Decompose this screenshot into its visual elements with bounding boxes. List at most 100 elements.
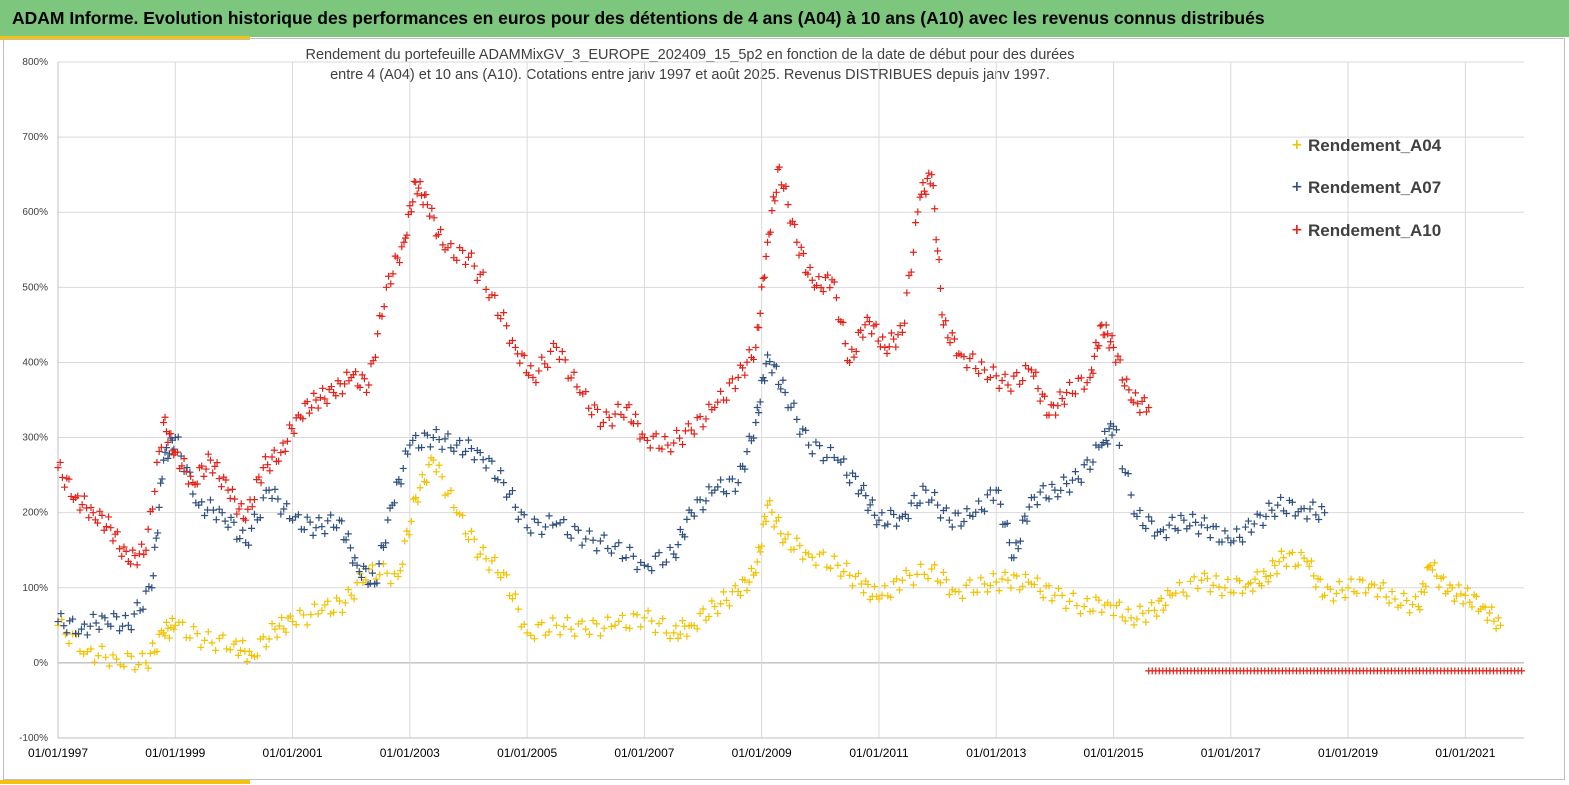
series-rendement-a07-point (777, 385, 785, 393)
series-rendement-a04-point (1073, 602, 1081, 610)
series-rendement-a04-point (1168, 591, 1176, 599)
series-rendement-a07-point (1233, 525, 1241, 533)
series-rendement-a10-point (211, 462, 219, 470)
series-rendement-a04-point (589, 617, 597, 625)
series-rendement-a10-point (54, 464, 62, 472)
series-rendement-a07-point (1118, 465, 1126, 473)
series-rendement-a10-point (228, 485, 236, 493)
series-rendement-a04-point (1162, 601, 1170, 609)
series-rendement-a04-point (142, 659, 150, 667)
series-rendement-a07-point (1127, 491, 1135, 499)
series-rendement-a07-point (315, 514, 323, 522)
series-rendement-a10-point (434, 230, 442, 238)
series-rendement-a10-point (573, 383, 581, 391)
series-rendement-a07-point (549, 521, 557, 529)
series-rendement-a07-point (827, 444, 835, 452)
series-rendement-a04-point (485, 566, 493, 574)
series-rendement-a10-point (102, 523, 110, 531)
series-rendement-a10-point (761, 273, 769, 281)
series-rendement-a10-point (676, 434, 684, 442)
series-rendement-a04-point (271, 625, 279, 633)
series-rendement-a04-point (1016, 586, 1024, 594)
series-rendement-a07-point (160, 456, 168, 464)
series-rendement-a04-point (871, 582, 879, 590)
series-rendement-a04-point (520, 620, 528, 628)
series-rendement-a04-point (1353, 589, 1361, 597)
series-rendement-a10-point (242, 516, 250, 524)
series-rendement-a04-point (758, 542, 766, 550)
series-rendement-a10-point (1058, 395, 1066, 403)
series-rendement-a07-point (113, 613, 121, 621)
series-rendement-a07-point (309, 531, 317, 539)
series-rendement-a10-point (1104, 330, 1112, 338)
series-rendement-a10-point (887, 329, 895, 337)
series-rendement-a04-point (693, 625, 701, 633)
series-rendement-a07-point (441, 435, 449, 443)
series-rendement-a07-point (1148, 517, 1156, 525)
series-rendement-a04-point (582, 625, 590, 633)
series-rendement-a07-point (560, 516, 568, 524)
series-rendement-a10-point (182, 468, 190, 476)
series-rendement-a10-point (532, 378, 540, 386)
series-rendement-a07-point (626, 543, 634, 551)
series-rendement-a07-point (750, 434, 758, 442)
y-tick-label: 0% (34, 658, 49, 669)
series-rendement-a07-point (637, 559, 645, 567)
series-rendement-a07-point (618, 555, 626, 563)
series-rendement-a10-point (922, 190, 930, 198)
series-rendement-a04-point (65, 640, 73, 648)
series-rendement-a07-point (1303, 515, 1311, 523)
series-rendement-a07-point (1105, 425, 1113, 433)
series-rendement-a07-point (541, 523, 549, 531)
series-rendement-a10-point (444, 244, 452, 252)
series-rendement-a07-point (762, 360, 770, 368)
series-rendement-a04-point (777, 530, 785, 538)
series-rendement-a10-point (380, 303, 388, 311)
series-rendement-a07-point (790, 399, 798, 407)
series-rendement-a04-point (303, 621, 311, 629)
series-rendement-a04-point (849, 582, 857, 590)
series-rendement-a07-point (582, 535, 590, 543)
series-rendement-a04-point (816, 550, 824, 558)
series-rendement-a10-point (270, 446, 278, 454)
series-rendement-a04-point (1450, 597, 1458, 605)
series-rendement-a04-point (418, 471, 426, 479)
series-rendement-a07-point (333, 524, 341, 532)
series-rendement-a07-point (972, 508, 980, 516)
series-rendement-a10-point (215, 475, 223, 483)
series-rendement-a04-point (376, 571, 384, 579)
x-tick-label: 01/01/2011 (849, 746, 908, 760)
series-rendement-a07-point (545, 512, 553, 520)
series-rendement-a04-point (467, 527, 475, 535)
series-rendement-a10-point (894, 331, 902, 339)
series-rendement-a07-point (227, 513, 235, 521)
series-rendement-a07-point (406, 441, 414, 449)
series-rendement-a04-point (837, 572, 845, 580)
series-rendement-a07-point (268, 494, 276, 502)
series-rendement-a07-point (116, 627, 124, 635)
series-rendement-a04-point (1376, 584, 1384, 592)
series-rendement-a04-point (1230, 589, 1238, 597)
series-rendement-a10-point (1123, 375, 1131, 383)
series-rendement-a07-point (161, 448, 169, 456)
series-rendement-a10-point (413, 190, 421, 198)
y-tick-label: 600% (22, 207, 48, 218)
series-rendement-a04-point (752, 569, 760, 577)
series-rendement-a07-point (527, 529, 535, 537)
series-rendement-a10-point (1112, 358, 1120, 366)
series-rendement-a07-point (1203, 524, 1211, 532)
series-rendement-a07-point (775, 380, 783, 388)
series-rendement-a07-point (306, 518, 314, 526)
series-rendement-a04-point (720, 588, 728, 596)
series-rendement-a10-point (422, 191, 430, 199)
series-rendement-a04-point (1253, 568, 1261, 576)
series-rendement-a04-point (1338, 586, 1346, 594)
series-rendement-a10-point (279, 439, 287, 447)
series-rendement-a07-point (121, 612, 129, 620)
series-rendement-a04-point (268, 620, 276, 628)
series-rendement-a10-point (244, 505, 252, 513)
series-rendement-a10-point (439, 241, 447, 249)
series-rendement-a04-point (149, 639, 157, 647)
series-rendement-a04-point (1444, 588, 1452, 596)
series-rendement-a10-point (771, 197, 779, 205)
